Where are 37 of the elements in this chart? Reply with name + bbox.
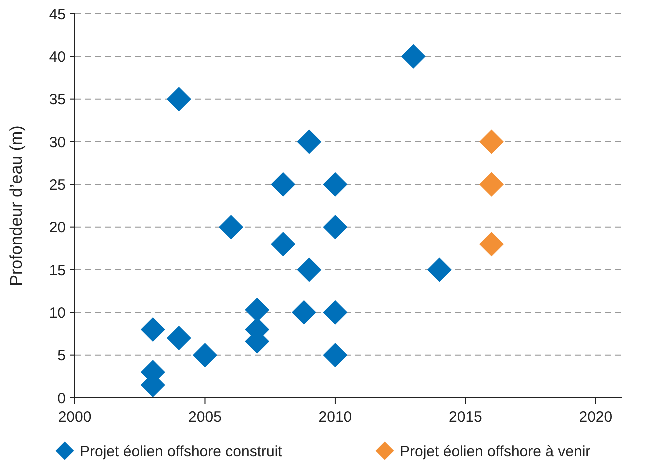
y-tick-label: 30	[49, 134, 66, 152]
point	[271, 232, 296, 257]
legend-label: Projet éolien offshore construit	[80, 443, 284, 460]
x-tick-label: 2010	[318, 409, 352, 426]
point	[323, 172, 348, 197]
point	[480, 130, 504, 154]
x-tick-label: 2005	[188, 409, 222, 426]
point	[166, 87, 192, 112]
point	[166, 326, 192, 351]
point	[219, 215, 244, 240]
point	[297, 258, 322, 282]
point	[480, 232, 504, 257]
y-tick-label: 10	[49, 304, 66, 322]
point	[427, 258, 452, 282]
point	[271, 172, 296, 197]
x-tick-label: 2020	[579, 409, 613, 426]
point	[323, 300, 348, 325]
y-tick-label: 25	[49, 176, 66, 194]
point	[323, 343, 348, 368]
y-tick-label: 45	[49, 6, 66, 24]
y-tick-label: 35	[49, 92, 66, 109]
point	[323, 215, 348, 240]
point	[292, 300, 316, 325]
point	[480, 172, 504, 197]
point	[401, 44, 426, 69]
y-axis-title: Profondeur d’eau (m)	[7, 126, 26, 286]
x-tick-label: 2000	[58, 409, 92, 426]
y-tick-label: 40	[49, 48, 66, 66]
legend-label: Projet éolien offshore à venir	[400, 443, 591, 460]
x-tick-label: 2015	[449, 409, 482, 426]
y-tick-label: 5	[58, 348, 66, 365]
point	[140, 317, 166, 342]
point	[192, 343, 218, 368]
point	[297, 130, 322, 154]
y-tick-label: 20	[49, 220, 66, 237]
y-tick-label: 0	[58, 390, 66, 408]
y-tick-label: 15	[49, 262, 66, 280]
